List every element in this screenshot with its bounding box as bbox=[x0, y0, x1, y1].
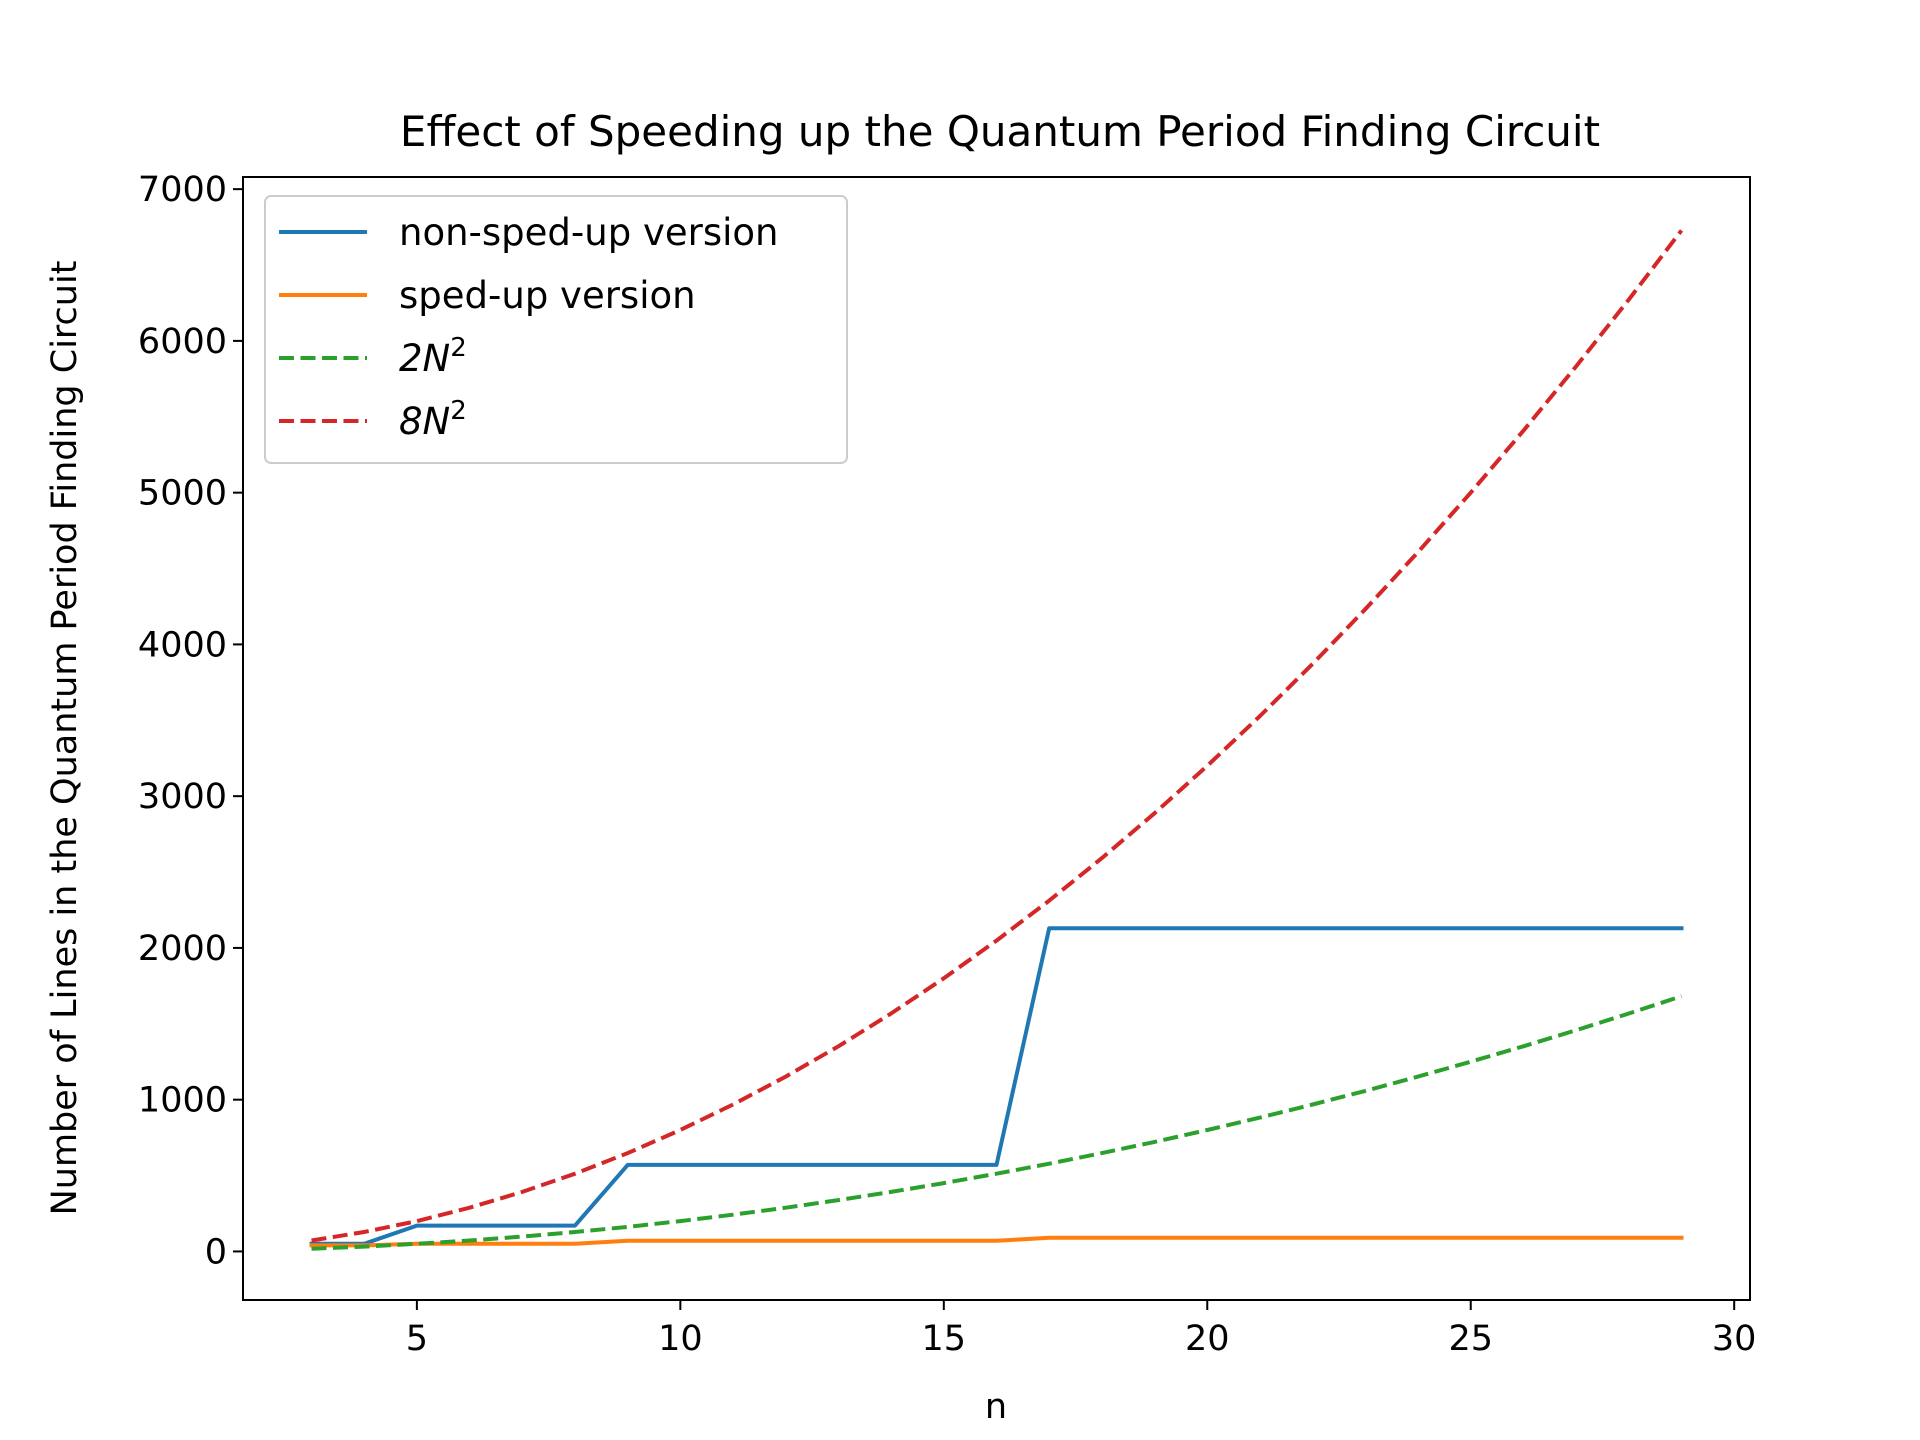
x-tick-label: 25 bbox=[1448, 1319, 1493, 1359]
y-tick-label: 6000 bbox=[138, 322, 227, 362]
y-tick-label: 0 bbox=[205, 1232, 227, 1272]
plot-series bbox=[309, 229, 1684, 1251]
y-axis: 0 1000 2000 3000 4000 5000 6000 7000 bbox=[138, 170, 243, 1272]
series-line-3 bbox=[311, 994, 1683, 1251]
y-tick-label: 3000 bbox=[138, 777, 227, 817]
series-line-4 bbox=[311, 229, 1684, 1243]
legend-label: non-sped-up version bbox=[399, 211, 778, 254]
y-tick-label: 4000 bbox=[138, 625, 227, 665]
x-tick-label: 20 bbox=[1185, 1319, 1230, 1359]
legend-label-superscript: 2 bbox=[450, 396, 467, 426]
y-axis-title: Number of Lines in the Quantum Period Fi… bbox=[45, 261, 85, 1216]
x-tick-label: 5 bbox=[406, 1319, 428, 1359]
legend-label-superscript: 2 bbox=[450, 333, 467, 363]
y-tick-label: 7000 bbox=[138, 170, 227, 210]
legend-label: sped-up version bbox=[399, 274, 696, 317]
legend-label: 8N2 bbox=[399, 396, 467, 443]
y-tick-label: 2000 bbox=[138, 929, 227, 969]
series-line-2 bbox=[309, 1235, 1684, 1248]
legend-label: 2N2 bbox=[399, 333, 467, 380]
legend-label-base: 8N bbox=[399, 400, 450, 443]
series-line-1 bbox=[309, 926, 1684, 1246]
x-axis: 5 10 15 20 25 30 bbox=[406, 1300, 1757, 1359]
y-tick-label: 1000 bbox=[138, 1081, 227, 1121]
legend-box bbox=[264, 195, 848, 464]
x-tick-label: 10 bbox=[658, 1319, 703, 1359]
x-axis-title: n bbox=[985, 1387, 1007, 1427]
y-tick-label: 5000 bbox=[138, 474, 227, 514]
plot-frame bbox=[242, 176, 1751, 1301]
chart-title: Effect of Speeding up the Quantum Period… bbox=[400, 107, 1600, 156]
legend-label-base: 2N bbox=[399, 337, 450, 380]
x-tick-label: 30 bbox=[1712, 1319, 1757, 1359]
x-tick-label: 15 bbox=[922, 1319, 967, 1359]
